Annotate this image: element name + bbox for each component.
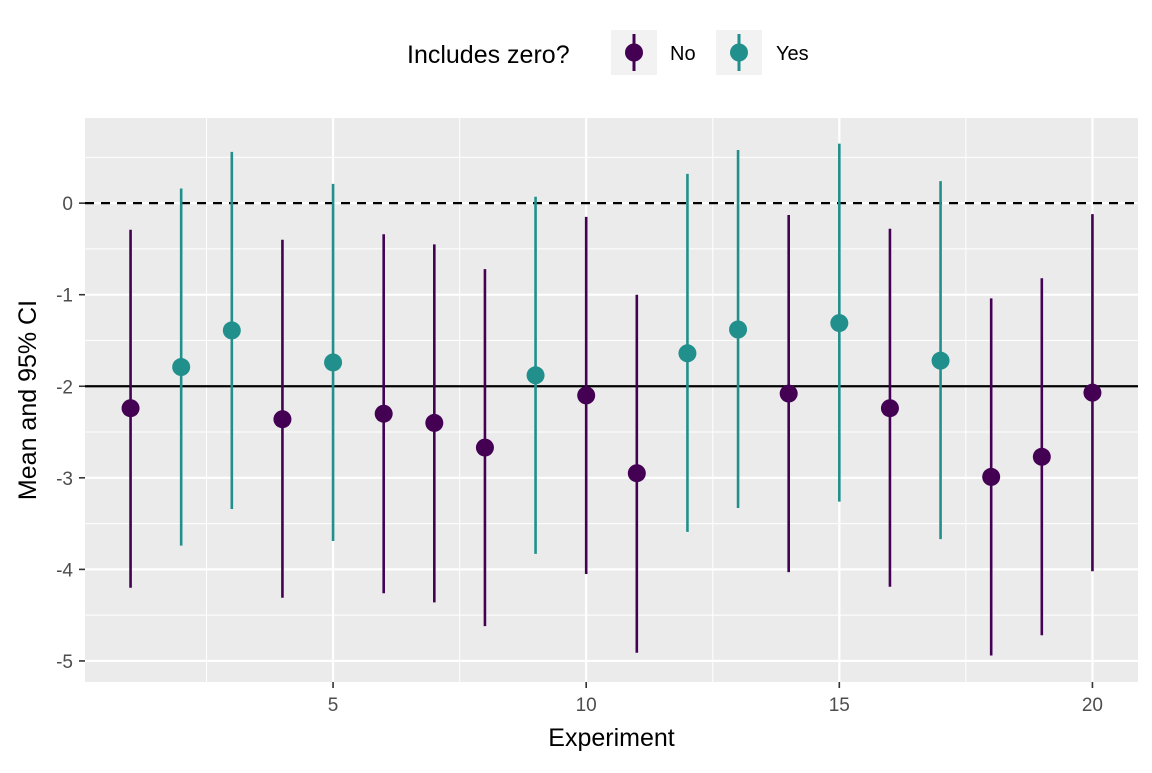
point-yes [172, 358, 191, 377]
legend-label-yes: Yes [776, 43, 809, 65]
x-axis-title: Experiment [548, 724, 674, 752]
point-yes [222, 321, 241, 340]
y-tick-label: -1 [56, 286, 73, 307]
point-no [273, 410, 292, 429]
legend-label-no: No [670, 43, 696, 65]
point-no [1083, 383, 1102, 402]
point-no [1032, 447, 1051, 466]
y-axis: 0 -1 -2 -3 -4 -5 [56, 194, 85, 673]
point-yes [931, 351, 950, 370]
point-no [121, 399, 140, 418]
legend-title: Includes zero? [407, 41, 570, 69]
point-yes [526, 366, 545, 385]
point-yes [830, 314, 849, 333]
point-no [779, 384, 798, 403]
x-tick-label: 20 [1082, 695, 1103, 716]
reference-lines [85, 202, 1138, 388]
point-no [475, 438, 494, 457]
y-tick-label: -2 [56, 377, 73, 398]
legend: Includes zero? No Yes [407, 30, 809, 75]
point-yes [324, 353, 343, 372]
legend-item-no: No [611, 30, 696, 75]
y-tick-label: -4 [56, 560, 73, 581]
y-tick-label: -3 [56, 469, 73, 490]
x-axis: 5 10 15 20 [328, 682, 1103, 716]
grid-minor [85, 118, 1138, 682]
x-tick-label: 5 [328, 695, 339, 716]
point-no [982, 467, 1001, 486]
legend-key-yes-dot [730, 43, 748, 62]
plot-panel [85, 118, 1138, 682]
y-tick-label: 0 [62, 194, 73, 215]
x-tick-label: 10 [576, 695, 597, 716]
x-tick-label: 15 [829, 695, 850, 716]
points [121, 314, 1102, 486]
point-no [374, 404, 393, 423]
point-yes [678, 344, 697, 363]
y-axis-title: Mean and 95% CI [14, 300, 42, 500]
point-yes [729, 320, 748, 339]
point-no [880, 399, 899, 418]
point-no [577, 386, 596, 405]
legend-item-yes: Yes [716, 30, 809, 75]
point-no [425, 413, 444, 432]
point-no [627, 464, 646, 483]
legend-key-no-dot [625, 43, 643, 62]
y-tick-label: -5 [56, 652, 73, 673]
